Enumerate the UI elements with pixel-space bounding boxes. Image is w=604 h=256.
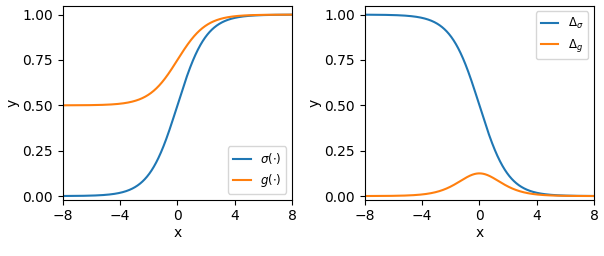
$\Delta_{\sigma}$	[519, 186, 526, 189]
$\Delta_{\sigma}$	[590, 195, 597, 198]
$\Delta_{g}$	[454, 181, 461, 184]
$g(\cdot)$	[160, 79, 167, 82]
Line: $g(\cdot)$: $g(\cdot)$	[63, 15, 292, 105]
$g(\cdot)$	[59, 104, 66, 107]
X-axis label: x: x	[173, 226, 182, 240]
$\Delta_{\sigma}$	[544, 193, 551, 196]
$\sigma(\cdot)$	[160, 144, 167, 147]
$\sigma(\cdot)$	[83, 194, 90, 197]
Line: $\Delta_{g}$: $\Delta_{g}$	[365, 173, 594, 196]
$\sigma(\cdot)$	[217, 22, 224, 25]
$g(\cdot)$	[152, 88, 159, 91]
$\sigma(\cdot)$	[288, 13, 295, 16]
Legend: $\Delta_{\sigma}$, $\Delta_{g}$: $\Delta_{\sigma}$, $\Delta_{g}$	[536, 12, 588, 59]
$\Delta_{\sigma}$	[385, 13, 392, 16]
Line: $\sigma(\cdot)$: $\sigma(\cdot)$	[63, 15, 292, 196]
$g(\cdot)$	[242, 14, 249, 17]
$\sigma(\cdot)$	[152, 162, 159, 165]
Legend: $\sigma(\cdot)$, $g(\cdot)$: $\sigma(\cdot)$, $g(\cdot)$	[228, 146, 286, 194]
$\Delta_{g}$	[540, 194, 547, 197]
$g(\cdot)$	[238, 14, 245, 17]
$\Delta_{\sigma}$	[361, 13, 368, 16]
$\Delta_{g}$	[462, 176, 469, 179]
$\Delta_{\sigma}$	[462, 63, 469, 67]
Line: $\Delta_{\sigma}$: $\Delta_{\sigma}$	[365, 15, 594, 196]
$\Delta_{\sigma}$	[454, 45, 461, 48]
Y-axis label: y: y	[307, 99, 321, 107]
$\sigma(\cdot)$	[238, 15, 245, 18]
$\Delta_{g}$	[519, 190, 526, 194]
$\Delta_{g}$	[544, 194, 551, 197]
X-axis label: x: x	[475, 226, 484, 240]
$\Delta_{g}$	[590, 195, 597, 198]
$g(\cdot)$	[288, 13, 295, 16]
$g(\cdot)$	[217, 17, 224, 20]
$\sigma(\cdot)$	[59, 195, 66, 198]
$\Delta_{g}$	[476, 172, 483, 175]
$g(\cdot)$	[83, 104, 90, 107]
Y-axis label: y: y	[5, 99, 19, 107]
$\sigma(\cdot)$	[242, 15, 249, 18]
$\Delta_{g}$	[361, 195, 368, 198]
$\Delta_{g}$	[385, 194, 392, 197]
$\Delta_{\sigma}$	[540, 193, 547, 196]
